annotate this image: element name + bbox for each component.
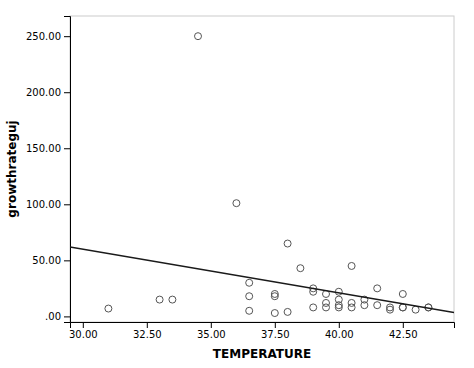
scatter-point	[271, 293, 278, 300]
scatter-point	[105, 305, 112, 312]
scatter-point	[348, 304, 355, 311]
scatter-point	[156, 296, 163, 303]
x-axis-tick-label: 40.00	[325, 329, 354, 340]
scatter-point	[374, 302, 381, 309]
scatter-point	[399, 304, 406, 311]
scatter-point	[399, 304, 406, 311]
x-axis-tick: 42.50	[389, 322, 418, 340]
y-axis-tick-mark	[64, 260, 70, 261]
scatter-point	[284, 240, 291, 247]
scatter-point	[246, 307, 253, 314]
y-axis-tick-mark	[64, 36, 70, 37]
y-axis-title: growthrateguj	[5, 120, 19, 217]
x-axis-tick-mark	[275, 322, 276, 328]
y-axis-tick-label: .00	[45, 311, 61, 322]
scatter-point	[246, 293, 253, 300]
y-axis-tick: 150.00	[26, 143, 70, 154]
y-axis-tick-label: 150.00	[26, 143, 61, 154]
y-axis-tick: 100.00	[26, 199, 70, 210]
y-axis: .00 50.00 100.00 150.00 200.00 250.00	[26, 17, 71, 323]
scatter-point	[169, 296, 176, 303]
chart: 30.00 32.50 35.00 37.50 40.00 42.50 .00 50.00 10…	[0, 0, 474, 368]
x-axis-tick-mark	[339, 322, 340, 328]
scatter-point	[233, 200, 240, 207]
x-axis-tick-label: 37.50	[261, 329, 290, 340]
scatter-point	[323, 304, 330, 311]
x-axis-title: TEMPERATURE	[213, 347, 311, 361]
x-axis-tick: 30.00	[69, 322, 98, 340]
scatter-point	[297, 265, 304, 272]
x-axis-tick-mark	[147, 322, 148, 328]
scatter-point	[246, 279, 253, 286]
y-axis-tick-mark	[64, 204, 70, 205]
scatter-point	[335, 304, 342, 311]
scatter-point	[412, 306, 419, 313]
y-axis-tick: 250.00	[26, 31, 70, 42]
y-axis-line	[64, 17, 71, 323]
y-axis-tick: .00	[45, 311, 70, 322]
x-axis-tick-label: 32.50	[133, 329, 162, 340]
scatter-point	[195, 33, 202, 40]
x-axis-tick-label: 30.00	[69, 329, 98, 340]
regression-line	[70, 247, 454, 313]
y-axis-tick-mark	[64, 148, 70, 149]
x-axis-tick-mark	[211, 322, 212, 328]
scatter-point	[399, 290, 406, 297]
x-axis-tick-mark	[403, 322, 404, 328]
x-axis-tick-label: 35.00	[197, 329, 226, 340]
scatter-point	[348, 262, 355, 269]
x-axis-tick: 40.00	[325, 322, 354, 340]
y-axis-tick: 200.00	[26, 87, 70, 98]
scatter-point	[310, 304, 317, 311]
x-axis-tick: 32.50	[133, 322, 162, 340]
plot-frame	[70, 16, 454, 322]
scatter-point	[361, 302, 368, 309]
y-axis-tick: 50.00	[32, 255, 70, 266]
scatter-point	[284, 308, 291, 315]
plot-area	[70, 33, 454, 317]
scatter-point	[374, 285, 381, 292]
y-axis-tick-label: 100.00	[26, 199, 61, 210]
x-axis: 30.00 32.50 35.00 37.50 40.00 42.50	[69, 322, 455, 340]
x-axis-tick-label: 42.50	[389, 329, 418, 340]
x-axis-tick: 35.00	[197, 322, 226, 340]
x-axis-tick: 37.50	[261, 322, 290, 340]
scatter-point	[387, 306, 394, 313]
x-axis-line	[71, 323, 455, 329]
y-axis-tick-label: 200.00	[26, 87, 61, 98]
y-axis-tick-label: 250.00	[26, 31, 61, 42]
scatter-point	[271, 310, 278, 317]
x-axis-tick-mark	[83, 322, 84, 328]
y-axis-tick-mark	[64, 92, 70, 93]
y-axis-tick-label: 50.00	[32, 255, 61, 266]
y-axis-tick-mark	[64, 316, 70, 317]
